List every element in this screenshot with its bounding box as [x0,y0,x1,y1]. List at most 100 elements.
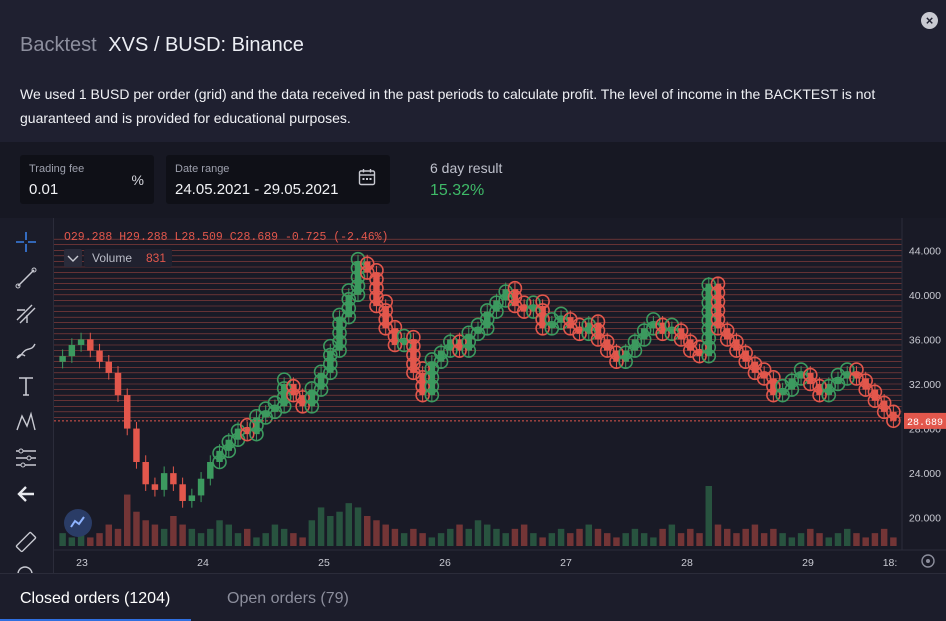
buy-order-marker [304,390,320,405]
buy-order-marker [212,445,227,461]
price-axis-bg [902,218,946,573]
volume-bar [622,533,629,546]
sell-order-marker [572,326,587,342]
sell-order-marker [590,323,606,338]
buy-order-marker [350,269,366,285]
chart-area[interactable]: 44.000 40.000 36.000 32.000 28.000 24.000 20.0… [0,218,946,582]
buy-order-marker [701,348,717,364]
pattern-icon[interactable] [12,408,40,436]
candle-body [456,339,463,351]
buy-order-marker [636,332,652,347]
volume-bar [336,511,343,546]
measure-lines-icon[interactable] [12,444,40,472]
buy-order-marker [701,286,717,302]
sell-order-marker [406,365,421,381]
time-tick-label: 24 [197,557,209,569]
sell-order-marker [803,376,818,392]
volume-bar [299,537,306,546]
buy-order-marker [332,334,347,349]
candle-body [77,339,85,345]
text-icon[interactable] [12,372,40,400]
candle-body [567,317,574,329]
buy-order-marker [489,304,504,319]
buy-order-marker [332,343,347,358]
candle-body [447,339,454,351]
volume-bar [871,533,879,546]
candle-body [124,395,131,429]
sell-order-marker [406,338,421,354]
volume-bars [59,486,897,546]
candle-body [511,289,519,306]
buy-order-marker [701,331,717,346]
buy-order-marker [323,347,338,363]
tab-open-orders[interactable]: Open orders (79) [227,590,349,607]
ruler-icon[interactable] [12,528,40,556]
volume-bar [354,507,362,546]
sell-order-marker [673,332,689,347]
date-range-field[interactable]: Date range 24.05.2021 - 29.05.2021 [166,155,390,204]
volume-bar [650,537,657,546]
back-arrow-icon[interactable] [12,480,40,508]
sell-order-marker [729,334,744,349]
trading-fee-field[interactable]: Trading fee 0.01 % [20,155,154,204]
candle-body [216,450,223,462]
sell-order-marker [415,361,430,376]
volume-bar [447,528,454,546]
calendar-icon[interactable] [358,168,376,186]
buy-order-marker [636,323,652,338]
volume-bar [68,537,76,546]
buy-order-marker [313,373,329,388]
volume-bar [816,533,823,546]
sell-order-marker [369,271,384,287]
price-chart[interactable]: 44.00040.00036.00032.00028.00024.00020.0… [54,218,946,573]
sell-order-marker [590,332,606,347]
candle-body [114,372,122,396]
tab-closed-orders[interactable]: Closed orders (1204) [20,590,171,607]
candle-body [133,428,140,462]
brush-icon[interactable] [12,336,40,364]
buy-order-marker [618,345,633,361]
volume-bar [659,528,666,546]
volume-legend[interactable]: Volume 831 [64,249,172,267]
result-label: 6 day result [430,160,503,176]
volume-bar [142,520,149,546]
sell-order-marker [286,378,301,394]
buy-order-marker [461,334,477,349]
price-tick-label: 24.000 [909,468,941,480]
sell-order-marker [886,404,901,420]
date-range-value[interactable]: 24.05.2021 - 29.05.2021 [175,181,339,198]
crosshair-icon[interactable] [12,228,40,256]
candle-body [197,478,205,496]
sell-order-marker [803,367,818,383]
sell-order-marker [710,276,726,292]
sell-order-marker [572,317,587,333]
buy-order-marker [461,325,477,341]
buy-order-marker [701,339,717,355]
candle-body [234,428,242,440]
volume-bar [124,494,131,546]
volume-bar [160,528,168,546]
sell-order-marker [710,285,726,300]
time-tick-label: 28 [681,557,693,569]
candle-body [96,350,103,362]
trend-line-icon[interactable] [12,264,40,292]
volume-bar [428,537,436,546]
sell-order-marker [286,387,301,403]
buy-order-marker [276,390,292,405]
fib-tool-icon[interactable] [12,300,40,328]
candle-body [742,350,749,362]
volume-bar [548,533,556,546]
candle-body [207,462,214,479]
volume-bar [244,528,251,546]
volume-bar [520,524,528,546]
volume-bar [96,533,103,546]
settings-gear-icon[interactable] [921,554,935,568]
close-icon[interactable]: × [921,12,938,29]
trading-fee-value[interactable]: 0.01 [29,181,59,198]
drawing-toolbar [0,218,54,582]
sell-order-marker [295,390,310,405]
sell-order-marker [415,370,430,385]
price-tick-label: 36.000 [909,334,941,346]
buy-order-marker [276,398,292,414]
sell-order-marker [599,334,615,349]
